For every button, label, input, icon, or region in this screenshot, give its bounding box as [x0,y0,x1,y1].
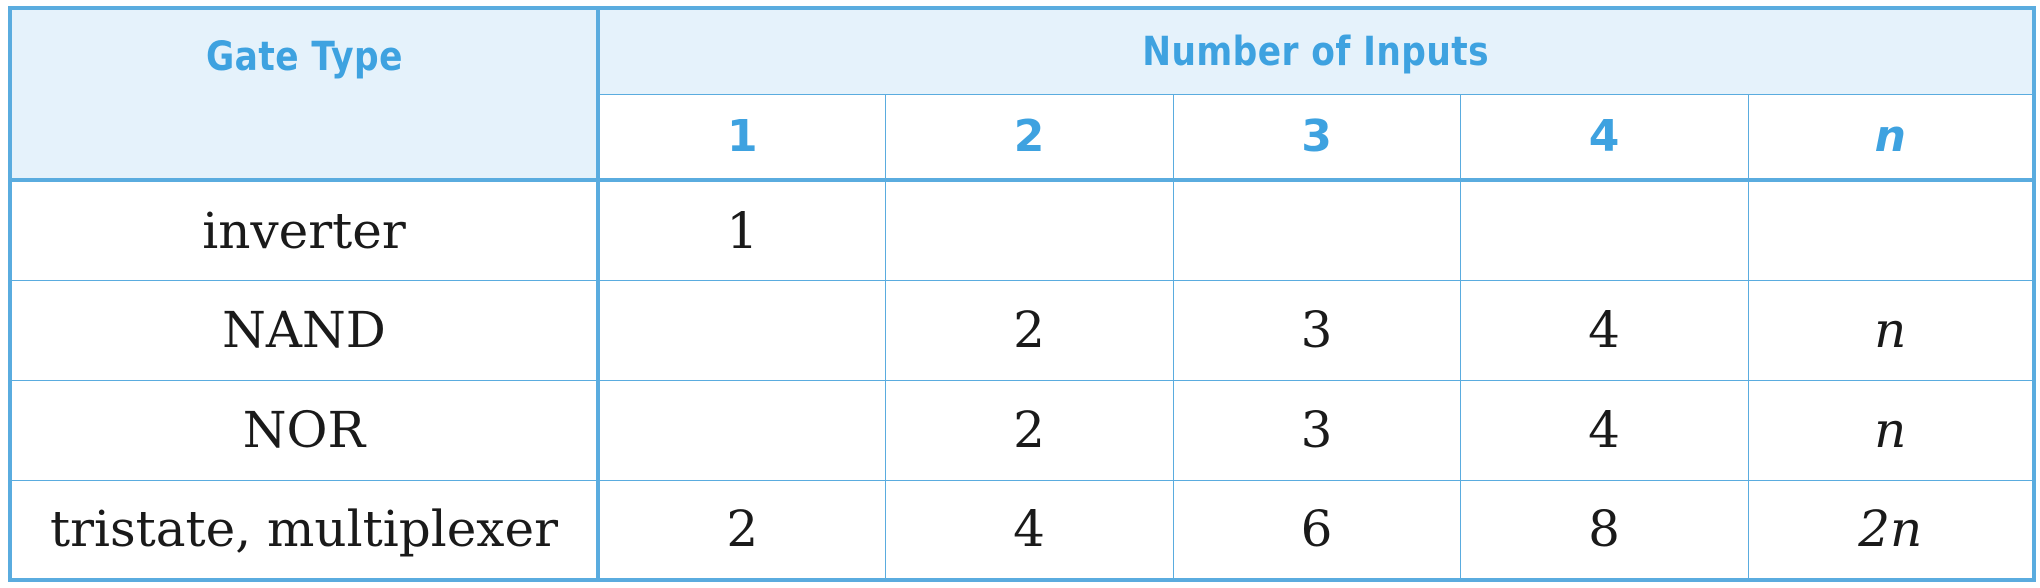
gate-name-cell: NOR [9,379,600,481]
input-count-header-3: 3 [1172,93,1461,182]
input-count-header-4: 4 [1459,93,1749,182]
value-cell [597,379,886,481]
input-count-header-2: 2 [884,93,1174,182]
value-cell: n [1747,379,2035,481]
gate-input-count-table: Gate Type Number of Inputs 1 2 3 4 n inv… [8,6,2036,582]
value-cell: 4 [1459,379,1749,481]
gate-name-cell: NAND [9,279,600,381]
gate-type-header-label: Gate Type [205,34,403,80]
table-row: NOR 2 3 4 n [9,379,2035,481]
input-count-header-1: 1 [597,93,886,182]
value-cell [1172,179,1461,281]
table-row: inverter 1 [9,179,2035,281]
header-row-top: Gate Type Number of Inputs [9,7,2035,182]
value-cell: 6 [1172,479,1461,581]
value-cell [1747,179,2035,281]
value-cell: n [1747,279,2035,381]
value-cell [597,279,886,381]
gate-name-cell: inverter [9,179,600,281]
value-cell: 2n [1747,479,2035,581]
value-cell: 2 [884,379,1174,481]
value-cell: 1 [597,179,886,281]
number-of-inputs-header: Number of Inputs [597,7,2035,95]
value-cell: 4 [884,479,1174,581]
header-row-input-counts: 1 2 3 4 n [10,93,2035,182]
gate-table-container: Gate Type Number of Inputs 1 2 3 4 n inv… [8,6,2036,582]
value-cell: 8 [1459,479,1749,581]
value-cell: 4 [1459,279,1749,381]
value-cell: 3 [1172,279,1461,381]
table-row: NAND 2 3 4 n [9,279,2035,381]
input-count-header-n: n [1747,93,2035,182]
gate-name-cell: tristate, multiplexer [9,479,600,581]
value-cell: 2 [884,279,1174,381]
value-cell [1459,179,1749,281]
value-cell: 2 [597,479,886,581]
gate-type-header: Gate Type [9,7,600,182]
value-cell [884,179,1174,281]
table-row: tristate, multiplexer 2 4 6 8 2n [9,479,2035,581]
value-cell: 3 [1172,379,1461,481]
number-of-inputs-header-label: Number of Inputs [1142,28,1490,75]
